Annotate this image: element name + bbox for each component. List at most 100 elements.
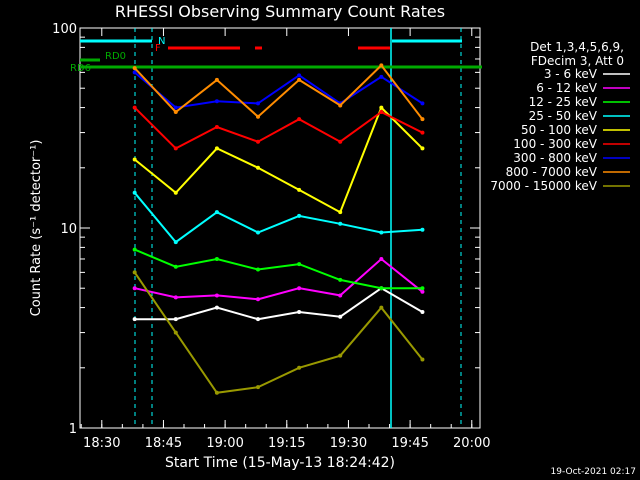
data-point bbox=[338, 210, 343, 215]
data-point bbox=[256, 230, 261, 235]
data-point bbox=[256, 297, 261, 302]
data-point bbox=[132, 317, 137, 322]
data-point bbox=[379, 286, 384, 291]
data-point bbox=[420, 310, 425, 315]
legend-header: FDecim 3, Att 0 bbox=[531, 54, 624, 68]
x-tick-label: 18:45 bbox=[145, 436, 182, 451]
data-point bbox=[420, 101, 425, 106]
data-point bbox=[297, 365, 302, 370]
legend-entry: 800 - 7000 keV bbox=[506, 165, 598, 179]
data-point bbox=[214, 390, 219, 395]
data-point bbox=[214, 305, 219, 310]
data-point bbox=[132, 157, 137, 162]
data-point bbox=[256, 114, 261, 119]
data-point bbox=[173, 240, 178, 245]
data-point bbox=[173, 264, 178, 269]
x-tick-label: 20:00 bbox=[453, 436, 490, 451]
legend-entry: 100 - 300 keV bbox=[513, 137, 597, 151]
series-line bbox=[134, 71, 423, 109]
data-point bbox=[420, 286, 425, 291]
data-point bbox=[338, 314, 343, 319]
data-point bbox=[214, 146, 219, 151]
data-point bbox=[379, 74, 384, 79]
x-tick-label: 18:30 bbox=[83, 436, 120, 451]
x-axis-label: Start Time (15-May-13 18:24:42) bbox=[165, 455, 395, 471]
series-line bbox=[133, 63, 424, 120]
legend-entry: 50 - 100 keV bbox=[521, 123, 598, 137]
data-point bbox=[379, 105, 384, 110]
series-line bbox=[134, 287, 423, 321]
data-point bbox=[420, 227, 425, 232]
data-point bbox=[379, 256, 384, 261]
data-point bbox=[214, 210, 219, 215]
data-point bbox=[379, 305, 384, 310]
series-line bbox=[133, 271, 424, 394]
series-line bbox=[133, 192, 423, 244]
series-line bbox=[133, 106, 423, 150]
data-point bbox=[297, 117, 302, 122]
data-point bbox=[297, 77, 302, 82]
data-point bbox=[214, 99, 219, 104]
data-point bbox=[379, 110, 384, 115]
chart-title: RHESSI Observing Summary Count Rates bbox=[115, 2, 445, 21]
data-point bbox=[420, 146, 425, 151]
data-point bbox=[297, 262, 302, 267]
x-tick-label: 19:00 bbox=[206, 436, 243, 451]
series-lines bbox=[132, 63, 425, 395]
series-line bbox=[134, 248, 423, 290]
data-point bbox=[214, 77, 219, 82]
flag-label: RD0 bbox=[105, 51, 126, 62]
data-point bbox=[132, 70, 137, 75]
y-tick-label: 100 bbox=[52, 22, 77, 37]
data-point bbox=[297, 187, 302, 192]
data-point bbox=[173, 317, 178, 322]
data-point bbox=[338, 221, 343, 226]
data-point bbox=[297, 310, 302, 315]
data-point bbox=[297, 213, 302, 218]
data-point bbox=[173, 110, 178, 115]
data-point bbox=[173, 295, 178, 300]
data-point bbox=[214, 256, 219, 261]
flag-label: RD6 bbox=[70, 63, 91, 74]
data-point bbox=[420, 357, 425, 362]
series-line bbox=[134, 257, 424, 301]
data-point bbox=[132, 247, 137, 252]
data-point bbox=[214, 124, 219, 129]
legend-entry: 3 - 6 keV bbox=[544, 67, 598, 81]
legend-entry: 300 - 800 keV bbox=[513, 151, 597, 165]
data-point bbox=[173, 105, 178, 110]
data-point bbox=[297, 73, 302, 78]
data-point bbox=[132, 270, 137, 275]
legend-entry: 7000 - 15000 keV bbox=[490, 179, 597, 193]
data-point bbox=[420, 289, 425, 294]
axis-ticks bbox=[80, 27, 480, 429]
x-tick-label: 19:15 bbox=[268, 436, 305, 451]
data-point bbox=[379, 230, 384, 235]
tick-labels: 18:30 18:45 19:00 19:15 19:30 19:45 20:00 1 10 10… bbox=[52, 22, 490, 451]
data-point bbox=[297, 286, 302, 291]
flag-label: N bbox=[158, 36, 165, 47]
status-flags: NF RD0 RD6 bbox=[70, 28, 482, 428]
legend: Det 1,3,4,5,6,9,FDecim 3, Att 03 - 6 keV… bbox=[490, 40, 630, 193]
data-point bbox=[132, 105, 137, 110]
data-point bbox=[173, 146, 178, 151]
legend-entry: 25 - 50 keV bbox=[529, 109, 598, 123]
y-tick-label: 10 bbox=[60, 222, 77, 237]
y-axis-label: Count Rate (s⁻¹ detector⁻¹) bbox=[29, 140, 44, 317]
data-point bbox=[338, 293, 343, 298]
y-tick-label: 1 bbox=[69, 422, 77, 437]
data-point bbox=[173, 330, 178, 335]
data-point bbox=[338, 277, 343, 282]
data-point bbox=[214, 293, 219, 298]
x-tick-label: 19:30 bbox=[330, 436, 367, 451]
data-point bbox=[256, 139, 261, 144]
data-point bbox=[338, 353, 343, 358]
x-tick-label: 19:45 bbox=[391, 436, 428, 451]
data-point bbox=[256, 101, 261, 106]
flag-label: F bbox=[155, 43, 161, 54]
data-point bbox=[420, 117, 425, 122]
data-point bbox=[256, 317, 261, 322]
data-point bbox=[132, 190, 137, 195]
data-point bbox=[132, 66, 137, 71]
